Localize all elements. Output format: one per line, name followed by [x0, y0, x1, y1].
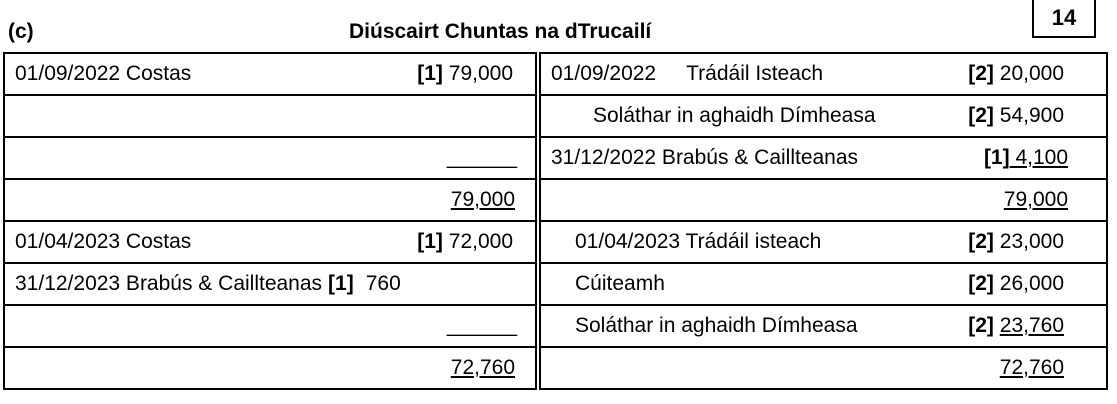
column-gap [535, 179, 541, 221]
credit-cell: Soláthar in aghaidh Dímheasa [2] 23,760 [539, 304, 1108, 348]
debit-amount: 760 [365, 272, 401, 295]
credit-label: Cúiteamh [575, 272, 665, 295]
credit-amount: 23,760 [999, 314, 1064, 337]
credit-label: Soláthar in aghaidh Dímheasa [575, 314, 858, 337]
credit-label: Trádáil Isteach [686, 62, 824, 85]
debit-blank-line: ______ [446, 146, 517, 169]
debit-mark: [1] [328, 272, 354, 295]
marks-box: 14 [1032, 0, 1096, 38]
ledger-row: 31/12/2023 Brabús & Caillteanas [1] 760 … [3, 262, 1108, 306]
credit-mark: [2] [968, 314, 994, 337]
debit-cell: 31/12/2023 Brabús & Caillteanas [1] 760 [3, 262, 537, 306]
credit-amount: 23,000 [999, 230, 1064, 253]
column-gap [535, 53, 541, 95]
credit-date: 01/09/2022 [551, 62, 657, 85]
credit-label: 31/12/2022 Brabús & Caillteanas [551, 146, 859, 169]
credit-cell: Cúiteamh [2] 26,000 [539, 262, 1108, 306]
credit-mark: [2] [968, 62, 994, 85]
credit-cell: 79,000 [539, 178, 1108, 222]
ledger-table: 01/09/2022 Costas [1] 79,000 01/09/2022 … [3, 52, 1108, 390]
credit-cell: Soláthar in aghaidh Dímheasa [2] 54,900 [539, 94, 1108, 138]
debit-blank-line: ______ [446, 314, 517, 337]
credit-amount: 4,100 [1009, 146, 1068, 169]
debit-total: 72,760 [450, 356, 515, 379]
ledger-row: 72,760 72,760 [3, 346, 1108, 390]
credit-cell: 31/12/2022 Brabús & Caillteanas [1] 4,10… [539, 136, 1108, 180]
credit-amount: 26,000 [999, 272, 1064, 295]
credit-mark: [1] [983, 146, 1010, 169]
debit-amount: 79,000 [448, 62, 513, 85]
column-gap [535, 263, 541, 305]
credit-mark: [2] [968, 230, 994, 253]
column-gap [535, 221, 541, 263]
debit-mark: [1] [417, 62, 443, 85]
debit-label: 01/04/2023 Costas [15, 230, 192, 253]
credit-mark: [2] [968, 272, 994, 295]
ledger-row: 01/09/2022 Costas [1] 79,000 01/09/2022 … [3, 52, 1108, 96]
debit-mark: [1] [417, 230, 443, 253]
credit-amount: 20,000 [999, 62, 1064, 85]
column-gap [535, 137, 541, 179]
column-gap [535, 347, 541, 389]
credit-total: 79,000 [1003, 188, 1068, 211]
debit-cell: ______ [3, 136, 537, 180]
column-gap [535, 95, 541, 137]
column-gap [535, 305, 541, 347]
debit-label: 31/12/2023 Brabús & Caillteanas [15, 272, 323, 295]
credit-cell: 72,760 [539, 346, 1108, 390]
credit-mark: [2] [968, 104, 994, 127]
credit-cell: 01/09/2022 Trádáil Isteach [2] 20,000 [539, 52, 1108, 96]
debit-amount: 72,000 [448, 230, 513, 253]
debit-label: 01/09/2022 Costas [15, 62, 192, 85]
debit-cell [3, 94, 537, 138]
debit-cell: ______ [3, 304, 537, 348]
debit-cell: 01/04/2023 Costas [1] 72,000 [3, 220, 537, 264]
credit-total: 72,760 [999, 356, 1064, 379]
ledger-row: ______ 31/12/2022 Brabús & Caillteanas [… [3, 136, 1108, 180]
ledger-row: 01/04/2023 Costas [1] 72,000 01/04/2023 … [3, 220, 1108, 264]
credit-label: Soláthar in aghaidh Dímheasa [593, 104, 876, 127]
debit-cell: 79,000 [3, 178, 537, 222]
ledger-row: Soláthar in aghaidh Dímheasa [2] 54,900 [3, 94, 1108, 138]
debit-cell: 01/09/2022 Costas [1] 79,000 [3, 52, 537, 96]
ledger-row: ______ Soláthar in aghaidh Dímheasa [2] … [3, 304, 1108, 348]
credit-amount: 54,900 [999, 104, 1064, 127]
credit-cell: 01/04/2023 Trádáil isteach [2] 23,000 [539, 220, 1108, 264]
part-label: (c) [8, 20, 34, 43]
debit-total: 79,000 [450, 188, 515, 211]
ledger-row: 79,000 79,000 [3, 178, 1108, 222]
debit-cell: 72,760 [3, 346, 537, 390]
account-title: Diúscairt Chuntas na dTrucailí [349, 20, 652, 43]
credit-label: 01/04/2023 Trádáil isteach [575, 230, 822, 253]
marks-value: 14 [1051, 5, 1077, 30]
